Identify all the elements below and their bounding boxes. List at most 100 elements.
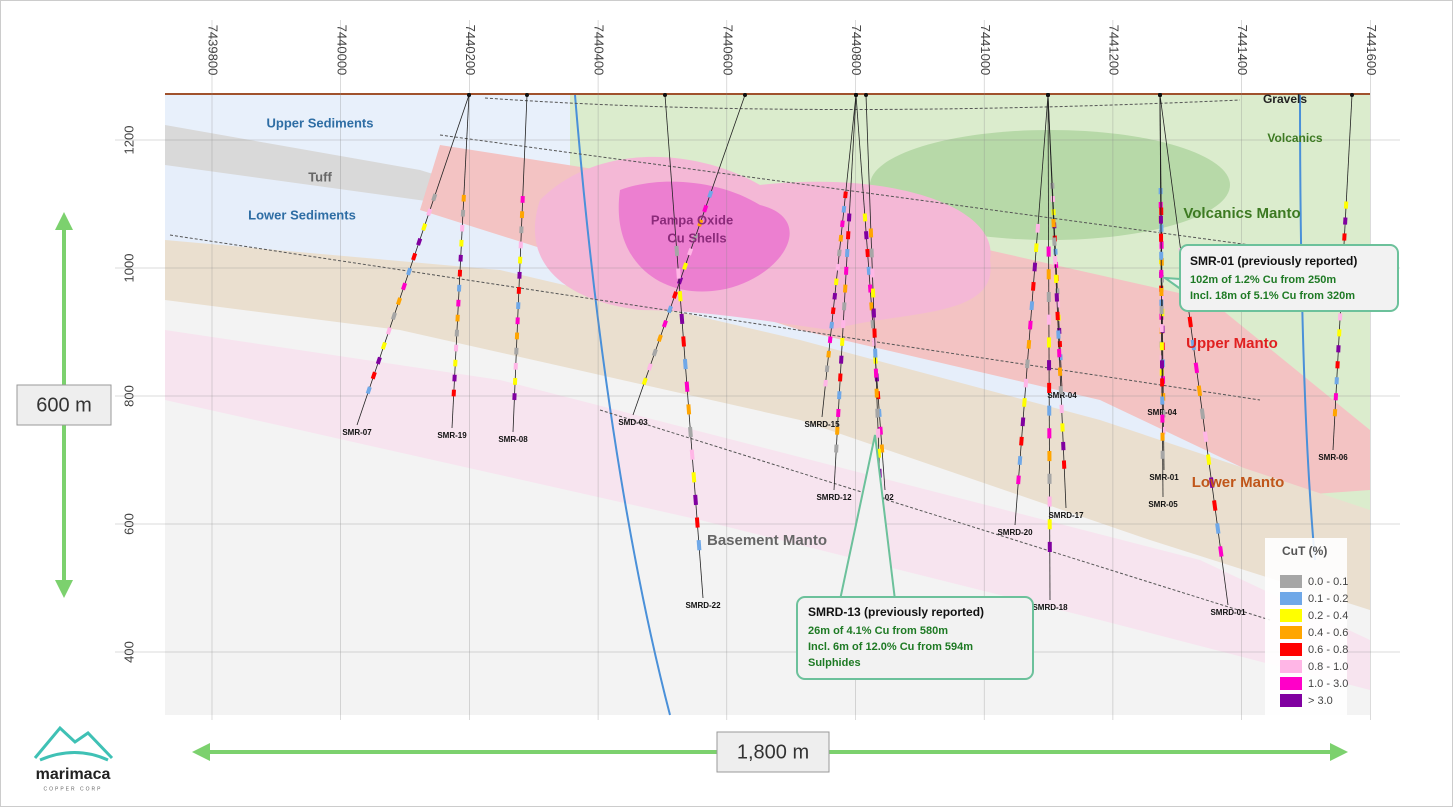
assay-interval bbox=[1034, 263, 1035, 272]
collar bbox=[663, 93, 667, 97]
assay-interval bbox=[428, 209, 430, 216]
collar bbox=[1046, 93, 1050, 97]
assay-interval bbox=[644, 378, 646, 384]
assay-interval bbox=[1026, 379, 1027, 388]
hole-label: SMR-19 bbox=[437, 431, 467, 440]
assay-interval bbox=[1214, 500, 1215, 510]
callout-line: Sulphides bbox=[808, 657, 861, 669]
callout-line: 26m of 4.1% Cu from 580m bbox=[808, 625, 948, 637]
assay-interval bbox=[1199, 386, 1200, 396]
unit-label: Volcanics bbox=[1267, 131, 1322, 145]
hole-label: SMRD-12 bbox=[816, 493, 852, 502]
callout-line: Incl. 18m of 5.1% Cu from 320m bbox=[1190, 290, 1355, 302]
assay-interval bbox=[1190, 317, 1191, 327]
assay-interval bbox=[398, 298, 400, 305]
callout-line: Incl. 6m of 12.0% Cu from 594m bbox=[808, 641, 973, 653]
legend-label: 0.0 - 0.1 bbox=[1308, 576, 1348, 588]
assay-interval bbox=[831, 322, 832, 328]
assay-interval bbox=[684, 263, 686, 269]
assay-interval bbox=[669, 306, 671, 312]
hole-label: SMD-03 bbox=[618, 418, 648, 427]
assay-interval bbox=[827, 365, 828, 371]
assay-interval bbox=[403, 283, 405, 290]
assay-interval bbox=[1024, 398, 1025, 407]
x-tick-label: 7440000 bbox=[334, 25, 349, 76]
legend-label: 0.4 - 0.6 bbox=[1308, 627, 1348, 639]
assay-interval bbox=[659, 335, 661, 341]
unit-label: Tuff bbox=[308, 169, 332, 184]
x-tick-label: 7440800 bbox=[849, 25, 864, 76]
unit-label: Lower Sediments bbox=[248, 207, 356, 222]
assay-interval bbox=[654, 349, 656, 355]
assay-interval bbox=[867, 249, 868, 257]
scale-label: 600 m bbox=[36, 394, 92, 416]
assay-interval bbox=[649, 364, 651, 370]
assay-interval bbox=[836, 279, 837, 285]
collar bbox=[864, 93, 868, 97]
legend-swatch bbox=[1280, 575, 1302, 588]
collar bbox=[1158, 93, 1162, 97]
y-tick-label: 600 bbox=[121, 513, 136, 535]
callout-title: SMRD-13 (previously reported) bbox=[808, 605, 984, 619]
assay-interval bbox=[873, 320, 874, 328]
assay-interval bbox=[874, 338, 875, 346]
assay-interval bbox=[418, 239, 420, 246]
assay-interval bbox=[383, 343, 385, 350]
logo-name: marimaca bbox=[36, 766, 111, 783]
legend-label: 1.0 - 3.0 bbox=[1308, 678, 1348, 690]
logo-tagline: COPPER CORP bbox=[44, 786, 103, 792]
assay-interval bbox=[674, 292, 676, 298]
scale-label: 1,800 m bbox=[737, 741, 809, 763]
assay-interval bbox=[1018, 476, 1019, 485]
assay-interval bbox=[676, 246, 677, 256]
assay-interval bbox=[839, 250, 840, 256]
collar bbox=[467, 93, 471, 97]
hole-label: SMRD-17 bbox=[1048, 511, 1084, 520]
callout-title: SMR-01 (previously reported) bbox=[1190, 254, 1357, 268]
x-tick-label: 7440400 bbox=[592, 25, 607, 76]
assay-interval bbox=[845, 192, 846, 198]
callout: SMR-01 (previously reported) 102m of 1.2… bbox=[1165, 245, 1398, 311]
assay-interval bbox=[689, 249, 691, 255]
x-tick-label: 7441400 bbox=[1235, 25, 1250, 76]
assay-interval bbox=[866, 231, 867, 239]
legend-swatch bbox=[1280, 677, 1302, 690]
assay-interval bbox=[1021, 437, 1022, 446]
assay-interval bbox=[692, 450, 693, 460]
assay-interval bbox=[837, 264, 838, 270]
hole-label: SMRD-15 bbox=[804, 420, 840, 429]
assay-interval bbox=[1202, 409, 1203, 419]
legend-label: 0.1 - 0.2 bbox=[1308, 593, 1348, 605]
assay-interval bbox=[388, 328, 390, 335]
unit-label: Pampa Oxide bbox=[651, 212, 733, 227]
y-tick-label: 800 bbox=[121, 385, 136, 407]
hole-label: SMRD-01 bbox=[1210, 608, 1246, 617]
assay-interval bbox=[685, 359, 686, 369]
legend-swatch bbox=[1280, 694, 1302, 707]
unit-label: Upper Sediments bbox=[267, 115, 374, 130]
collar bbox=[854, 93, 858, 97]
assay-interval bbox=[368, 387, 370, 394]
callout-line: 102m of 1.2% Cu from 250m bbox=[1190, 274, 1336, 286]
assay-interval bbox=[423, 224, 425, 231]
assay-interval bbox=[834, 293, 835, 299]
assay-interval bbox=[413, 253, 415, 260]
legend-label: 0.6 - 0.8 bbox=[1308, 644, 1348, 656]
assay-interval bbox=[830, 337, 831, 343]
assay-interval bbox=[1196, 363, 1197, 373]
assay-interval bbox=[687, 382, 688, 392]
hole-label: SMRD-22 bbox=[685, 601, 721, 610]
assay-interval bbox=[1036, 243, 1037, 252]
assay-interval bbox=[688, 404, 689, 414]
assay-interval bbox=[1029, 340, 1030, 349]
assay-interval bbox=[378, 357, 380, 364]
x-tick-label: 7441600 bbox=[1364, 25, 1379, 76]
assay-interval bbox=[1037, 224, 1038, 233]
assay-interval bbox=[697, 518, 698, 528]
assay-interval bbox=[683, 336, 684, 346]
assay-interval bbox=[393, 313, 395, 320]
y-tick-label: 400 bbox=[121, 641, 136, 663]
x-tick-label: 7441200 bbox=[1106, 25, 1121, 76]
legend: CuT (%) 0.0 - 0.10.1 - 0.20.2 - 0.40.4 -… bbox=[1265, 538, 1348, 718]
assay-interval bbox=[1030, 321, 1031, 330]
